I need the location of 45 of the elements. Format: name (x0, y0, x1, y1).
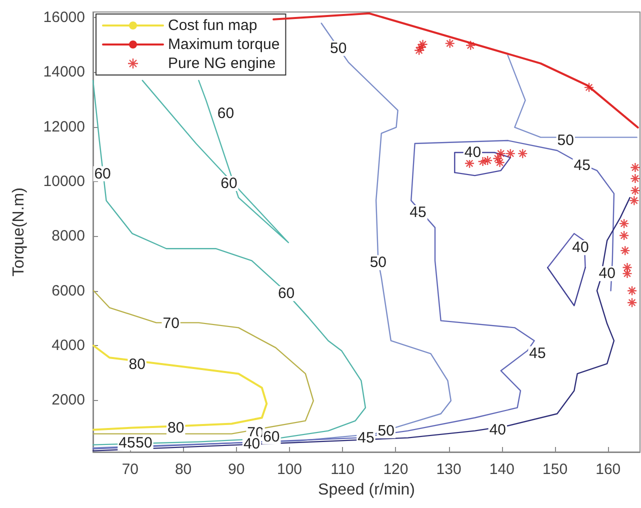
x-tick-label: 90 (228, 461, 245, 478)
annotation: 50 (557, 132, 574, 149)
annotation: 70 (162, 315, 180, 332)
annotation: 40 (464, 144, 482, 161)
x-tick-label: 110 (330, 461, 355, 478)
legend-label: Pure NG engine (168, 55, 276, 72)
annotation: 45 (529, 345, 546, 362)
annotation: 60 (217, 104, 234, 122)
annotation: 60 (263, 428, 280, 446)
annotation: 60 (278, 285, 295, 302)
annotation: 60 (94, 165, 111, 182)
annotation: 45 (574, 157, 590, 174)
annotation: 40 (572, 239, 589, 256)
y-tick-label: 4000 (52, 336, 85, 354)
x-tick-label: 80 (174, 461, 192, 478)
legend-label: Cost fun map (168, 17, 258, 34)
x-tick-label: 70 (122, 461, 139, 478)
y-tick-label: 16000 (43, 8, 85, 26)
annotation: 80 (168, 419, 184, 436)
y-axis-title: Torque(N.m) (10, 188, 28, 276)
y-tick-label: 6000 (52, 282, 85, 300)
annotation: 45 (410, 204, 426, 222)
y-tick-label: 10000 (43, 172, 85, 190)
annotation: 80 (128, 356, 146, 374)
annotation: 60 (220, 175, 238, 192)
y-tick-label: 2000 (52, 392, 85, 409)
x-tick-label: 150 (542, 461, 568, 478)
annotation: 40 (489, 421, 506, 438)
annotation: 45 (358, 429, 374, 446)
legend-label: Maximum torque (168, 36, 280, 53)
y-tick-label: 12000 (43, 118, 85, 136)
x-tick-label: 120 (383, 461, 408, 478)
annotation: 50 (330, 40, 347, 57)
y-tick-label: 8000 (52, 228, 85, 245)
annotation: 50 (378, 422, 394, 440)
x-axis-title: Speed (r/min) (318, 482, 415, 498)
annotation: 45 (118, 434, 136, 452)
annotation: 50 (136, 434, 152, 452)
x-tick-label: 100 (276, 461, 302, 478)
annotation: 40 (598, 265, 616, 282)
annotation: 50 (370, 254, 387, 272)
y-tick-label: 14000 (43, 64, 85, 81)
x-tick-label: 140 (489, 461, 514, 478)
x-tick-label: 130 (436, 461, 462, 478)
x-tick-label: 160 (596, 461, 621, 478)
